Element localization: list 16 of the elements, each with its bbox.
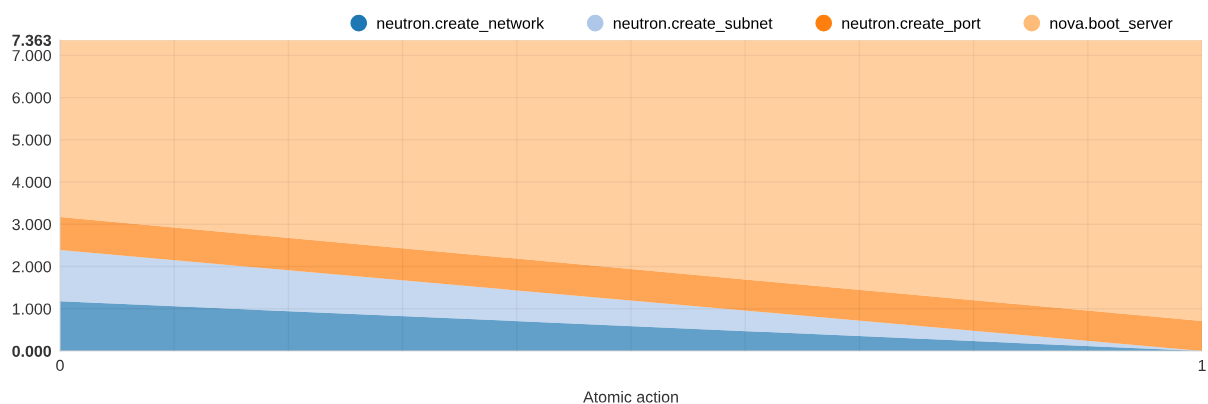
y-tick-label: 1.000: [12, 303, 52, 315]
legend-label: neutron.create_subnet: [613, 17, 773, 32]
x-tick-label: 0: [56, 359, 64, 372]
y-tick-label: 3.000: [12, 218, 52, 231]
y-tick-label: 0.000: [12, 345, 52, 357]
y-tick-label: 6.000: [12, 92, 52, 104]
legend-label: neutron.create_port: [842, 18, 981, 33]
x-tick-label: 1: [1198, 359, 1206, 371]
legend-label: neutron.create_network: [377, 17, 545, 32]
x-axis-title: Atomic action: [583, 390, 678, 403]
y-tick-label: 7.363: [12, 34, 52, 46]
legend-label: nova.boot_server: [1050, 17, 1173, 32]
y-tick-label: 5.000: [12, 134, 52, 146]
y-tick-label: 2.000: [12, 261, 52, 273]
y-tick-label: 7.000: [12, 49, 52, 62]
y-tick-label: 4.000: [12, 176, 52, 188]
